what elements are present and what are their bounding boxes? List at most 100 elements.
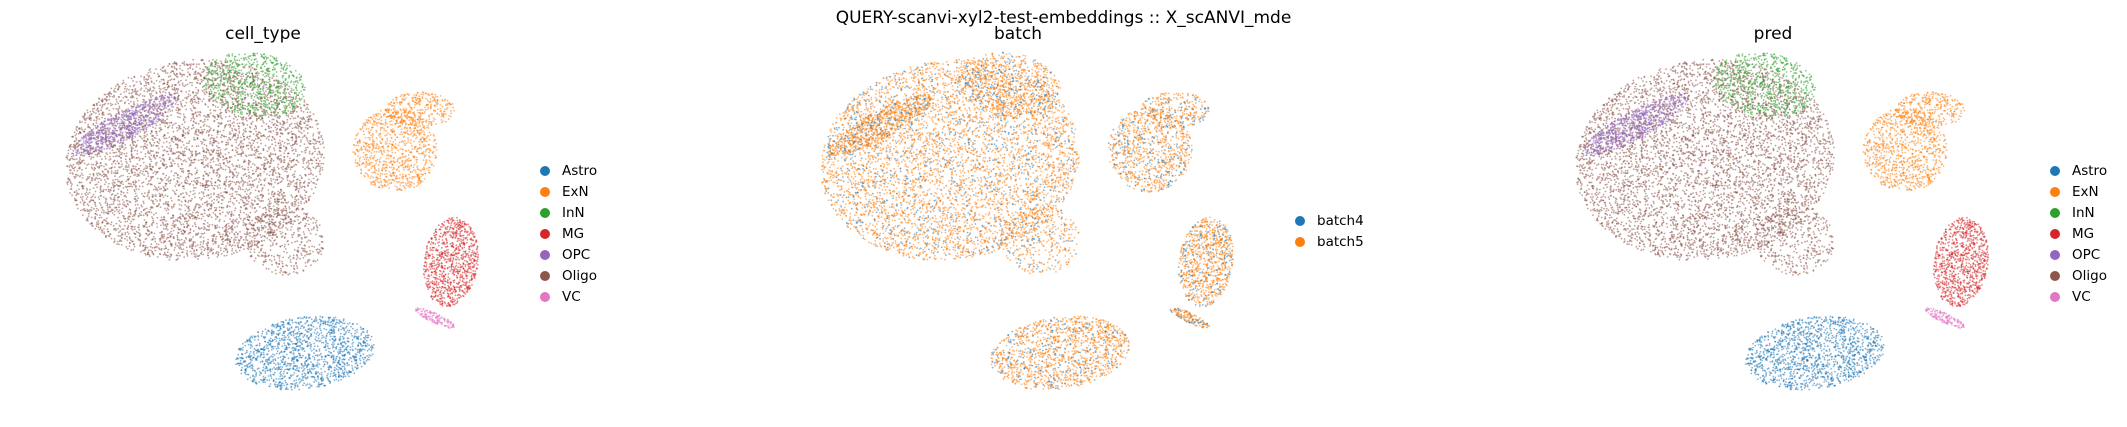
data-point [179, 151, 182, 154]
data-point [123, 215, 125, 218]
data-point [175, 67, 178, 70]
data-point [131, 142, 134, 145]
data-point [122, 203, 124, 206]
data-point [242, 221, 245, 224]
data-point [183, 196, 186, 199]
data-point [118, 176, 121, 178]
scatter-panel-cell-type [65, 52, 480, 391]
data-point [216, 118, 219, 121]
data-point [140, 75, 143, 78]
data-point [125, 196, 128, 198]
data-point [83, 162, 86, 165]
data-point [199, 131, 202, 134]
data-point [154, 122, 157, 125]
data-point [127, 164, 130, 166]
data-point [268, 203, 271, 206]
data-point [243, 168, 246, 171]
data-point [298, 179, 301, 182]
data-point [244, 160, 247, 163]
data-point [253, 235, 255, 237]
data-point [225, 233, 228, 236]
data-point [125, 245, 128, 248]
data-point [218, 155, 220, 158]
data-point [177, 95, 180, 98]
data-point [188, 205, 191, 208]
data-point [312, 142, 314, 145]
data-point [187, 201, 190, 204]
data-point [218, 206, 221, 209]
data-point [121, 207, 124, 210]
data-point [179, 175, 182, 178]
data-point [295, 178, 298, 181]
data-point [95, 116, 98, 119]
data-point [266, 150, 269, 153]
data-point [307, 159, 310, 162]
data-point [231, 228, 234, 230]
data-point [237, 232, 239, 235]
data-point [288, 157, 291, 160]
data-point [116, 172, 119, 174]
data-point [252, 231, 255, 234]
data-point [165, 238, 168, 240]
data-point [193, 158, 196, 161]
data-point [315, 140, 317, 143]
data-point [223, 183, 226, 186]
data-point [183, 154, 185, 157]
data-point [103, 231, 106, 234]
data-point [126, 239, 129, 242]
data-point [163, 65, 165, 68]
data-point [200, 140, 203, 143]
data-point [164, 134, 166, 137]
data-point [171, 140, 174, 143]
data-point [287, 114, 289, 116]
data-point [177, 103, 179, 106]
data-point [166, 87, 169, 89]
data-point [205, 164, 208, 167]
data-point [280, 209, 283, 212]
data-point [185, 238, 188, 240]
data-point [289, 106, 291, 109]
data-point [136, 99, 139, 102]
data-point [277, 163, 280, 166]
data-point [245, 188, 248, 191]
data-point [156, 256, 159, 258]
data-point [213, 84, 216, 87]
data-point [164, 111, 167, 114]
data-point [171, 200, 173, 202]
data-point [129, 96, 132, 99]
data-point [182, 185, 184, 188]
data-point [272, 215, 275, 218]
data-point [317, 162, 320, 165]
data-point [320, 156, 323, 158]
data-point [230, 210, 233, 213]
data-point [283, 159, 286, 161]
data-point [73, 169, 75, 172]
data-point [132, 144, 135, 146]
data-point [150, 80, 153, 83]
data-point [256, 141, 259, 144]
data-point [126, 247, 129, 250]
data-point [148, 225, 151, 228]
data-point [272, 147, 275, 150]
data-point [103, 228, 105, 230]
data-point [119, 166, 121, 169]
data-point [195, 182, 198, 185]
data-point [149, 71, 152, 73]
data-point [250, 65, 252, 68]
data-point [171, 127, 174, 129]
data-point [139, 80, 142, 83]
data-point [200, 213, 203, 216]
data-point [246, 218, 249, 221]
data-point [159, 231, 162, 234]
data-point [232, 214, 235, 217]
data-point [170, 230, 173, 233]
data-point [220, 247, 222, 250]
data-point [217, 254, 220, 256]
data-point [253, 128, 256, 131]
data-point [249, 205, 252, 208]
data-point [120, 190, 122, 193]
data-point [234, 183, 237, 186]
data-point [231, 145, 233, 147]
data-point [274, 126, 277, 129]
data-point [320, 162, 323, 165]
